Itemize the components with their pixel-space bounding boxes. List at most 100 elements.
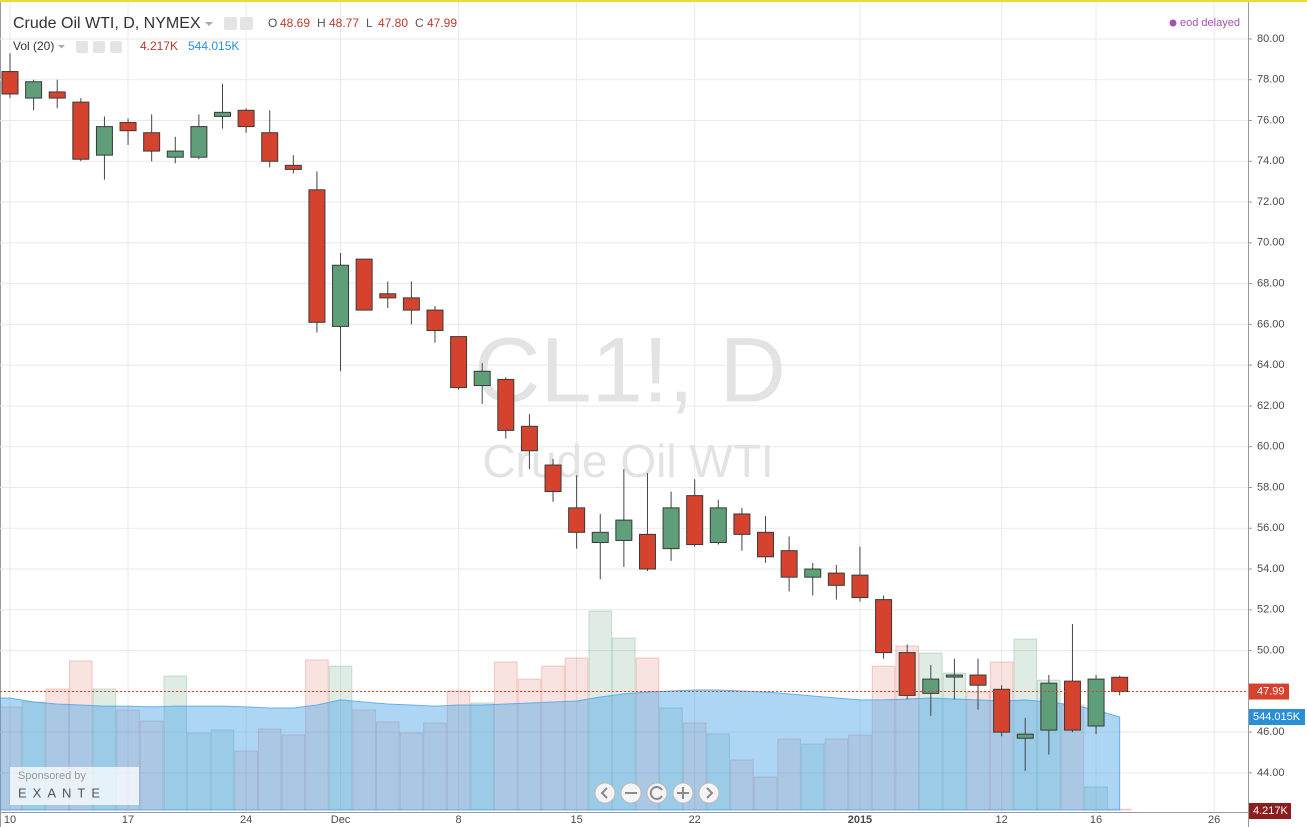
y-tick-label: 70.00	[1257, 237, 1285, 249]
x-tick-label: 10	[4, 814, 16, 826]
candle-body	[1, 71, 19, 95]
candle-body	[1087, 678, 1105, 727]
candle-body	[332, 264, 350, 327]
top-border	[0, 0, 1307, 2]
sponsor-box[interactable]	[10, 767, 139, 805]
candle-body	[497, 378, 515, 431]
candle-body	[119, 122, 137, 132]
reset-button[interactable]	[646, 782, 668, 804]
x-tick-label: 24	[240, 814, 252, 826]
settings-button[interactable]	[240, 17, 253, 30]
x-tick-label: 12	[995, 814, 1007, 826]
chart-title: Crude Oil WTI, D, NYMEX	[13, 15, 201, 32]
x-tick-label: 15	[571, 814, 583, 826]
candle-body	[72, 101, 90, 160]
candle-body	[757, 531, 775, 558]
candle-body	[25, 81, 43, 99]
volume-last: 4.217K	[140, 39, 178, 53]
x-tick-label: 8	[456, 814, 462, 826]
settings-button[interactable]	[93, 41, 105, 53]
candle-body	[851, 574, 869, 599]
ohlc-legend: O 48.69 H 48.77 L 47.80 C 47.99	[268, 16, 457, 30]
y-tick-label: 60.00	[1257, 441, 1285, 453]
candle-body	[568, 507, 586, 533]
candle-body	[591, 531, 609, 544]
status: eod delayed	[1180, 17, 1240, 29]
visibility-button[interactable]	[224, 17, 237, 30]
y-tick-label: 76.00	[1257, 114, 1285, 126]
y-tick-label: 62.00	[1257, 400, 1285, 412]
x-tick-label: 17	[122, 814, 134, 826]
candle-body	[615, 519, 633, 541]
zoom-out-button[interactable]	[620, 782, 642, 804]
candle-body	[1016, 733, 1034, 739]
zoom-in-button[interactable]	[672, 782, 694, 804]
ohlc-key: L	[366, 16, 373, 30]
y-tick-label: 80.00	[1257, 33, 1285, 45]
watermark-symbol: CL1!, D	[474, 319, 786, 421]
candle-body	[426, 309, 444, 331]
candle-body	[780, 550, 798, 578]
candle-body	[875, 599, 893, 654]
candle-body	[284, 164, 302, 170]
candle-body	[237, 109, 255, 128]
candle-body	[945, 674, 963, 678]
close-button[interactable]	[110, 41, 122, 53]
y-tick-label: 56.00	[1257, 522, 1285, 534]
volume-ma-label: 544.015K	[1253, 711, 1301, 723]
candle-body	[993, 688, 1011, 733]
scroll-left-button[interactable]	[594, 782, 616, 804]
x-tick-label: 16	[1090, 814, 1102, 826]
ohlc-key: O	[268, 16, 277, 30]
ohlc-value: 48.69	[280, 16, 310, 30]
ohlc-key: C	[415, 16, 424, 30]
candle-body	[166, 150, 184, 158]
x-tick-label: 26	[1208, 814, 1220, 826]
status-dot	[1169, 19, 1177, 27]
ohlc-value: 48.77	[329, 16, 359, 30]
scroll-right-button[interactable]	[698, 782, 720, 804]
candle-body	[143, 132, 161, 152]
candle-body	[733, 513, 751, 535]
ohlc-value: 47.80	[378, 16, 408, 30]
candle-body	[804, 568, 822, 578]
y-tick-label: 78.00	[1257, 74, 1285, 86]
volume-title: Vol (20)	[13, 39, 54, 53]
candle-body	[1063, 680, 1081, 731]
candle-body	[544, 464, 562, 493]
y-tick-label: 68.00	[1257, 277, 1285, 289]
candle-layer	[1, 53, 1129, 771]
sponsor-brand: EXANTE	[18, 785, 106, 800]
sponsor-label: Sponsored by	[18, 770, 86, 782]
y-tick-label: 46.00	[1257, 726, 1285, 738]
visibility-button[interactable]	[76, 41, 88, 53]
volume-last-label: 4.217K	[1253, 805, 1289, 817]
candle-body	[190, 126, 208, 158]
candle-body	[922, 678, 940, 694]
candle-body	[520, 425, 538, 452]
candle-body	[1111, 676, 1129, 693]
candle-body	[969, 674, 987, 686]
candle-body	[308, 189, 326, 323]
dropdown-arrow[interactable]	[58, 45, 65, 49]
candle-body	[402, 297, 420, 311]
y-tick-label: 72.00	[1257, 196, 1285, 208]
y-tick-label: 54.00	[1257, 563, 1285, 575]
volume-ma-last: 544.015K	[188, 39, 239, 53]
ohlc-value: 47.99	[427, 16, 457, 30]
y-tick-label: 52.00	[1257, 604, 1285, 616]
y-tick-label: 74.00	[1257, 155, 1285, 167]
y-tick-label: 64.00	[1257, 359, 1285, 371]
candle-body	[662, 507, 680, 550]
candle-body	[898, 652, 916, 696]
last-price-box	[1249, 683, 1289, 700]
candle-body	[261, 132, 279, 162]
dropdown-arrow[interactable]	[205, 22, 213, 26]
last-price-label: 47.99	[1257, 685, 1285, 697]
candle-body	[827, 572, 845, 586]
volume-ma-box	[1249, 709, 1305, 726]
candle-body	[450, 336, 468, 389]
candle-body	[379, 293, 397, 299]
